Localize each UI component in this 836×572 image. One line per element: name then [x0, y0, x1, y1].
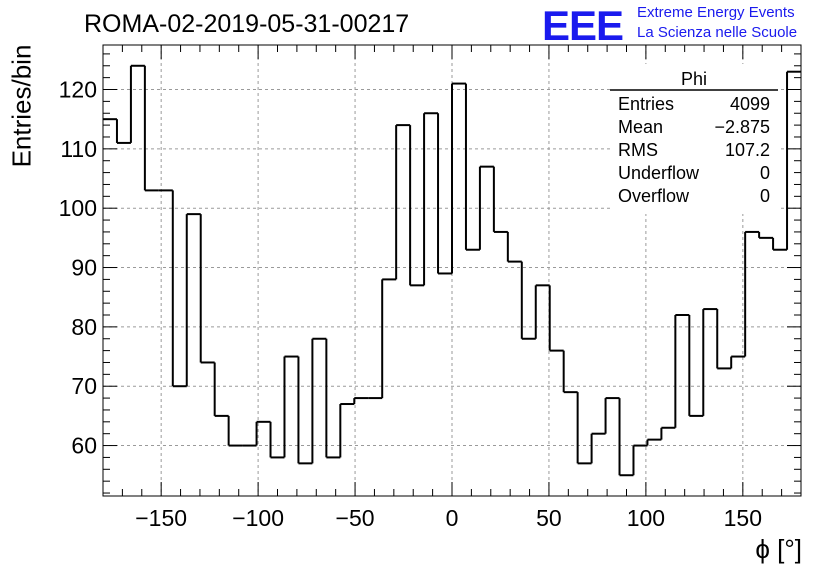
y-tick-label: 90: [71, 255, 97, 281]
chart-title: ROMA-02-2019-05-31-00217: [84, 10, 410, 38]
stats-value: 4099: [730, 94, 770, 114]
stats-label: RMS: [618, 140, 658, 160]
stats-value: −2.875: [714, 117, 770, 137]
y-tick-label: 70: [71, 373, 97, 399]
y-tick-label: 80: [71, 314, 97, 340]
stats-box: [610, 64, 778, 214]
y-tick-label: 100: [59, 195, 97, 221]
stats-label: Mean: [618, 117, 663, 137]
y-tick-label: 120: [59, 77, 97, 103]
stats-label: Underflow: [618, 163, 700, 183]
logo-line-2: La Scienza nelle Scuole: [637, 24, 798, 41]
x-tick-label: −100: [232, 505, 284, 531]
y-tick-label: 60: [71, 433, 97, 459]
x-axis-label: ϕ [°]: [755, 534, 802, 564]
logo-line-1: Extreme Energy Events: [637, 4, 795, 21]
x-tick-label: 100: [627, 505, 665, 531]
x-tick-label: −50: [336, 505, 375, 531]
x-tick-label: 150: [724, 505, 762, 531]
x-tick-label: 50: [536, 505, 562, 531]
x-tick-label: 0: [446, 505, 459, 531]
x-tick-label: −150: [135, 505, 187, 531]
stats-box-title: Phi: [681, 69, 707, 89]
stats-value: 107.2: [725, 140, 770, 160]
y-tick-label: 110: [60, 136, 97, 162]
stats-value: 0: [760, 163, 770, 183]
eee-logo: EEE: [542, 2, 624, 49]
stats-value: 0: [760, 186, 770, 206]
stats-label: Overflow: [618, 186, 690, 206]
stats-label: Entries: [618, 94, 674, 114]
